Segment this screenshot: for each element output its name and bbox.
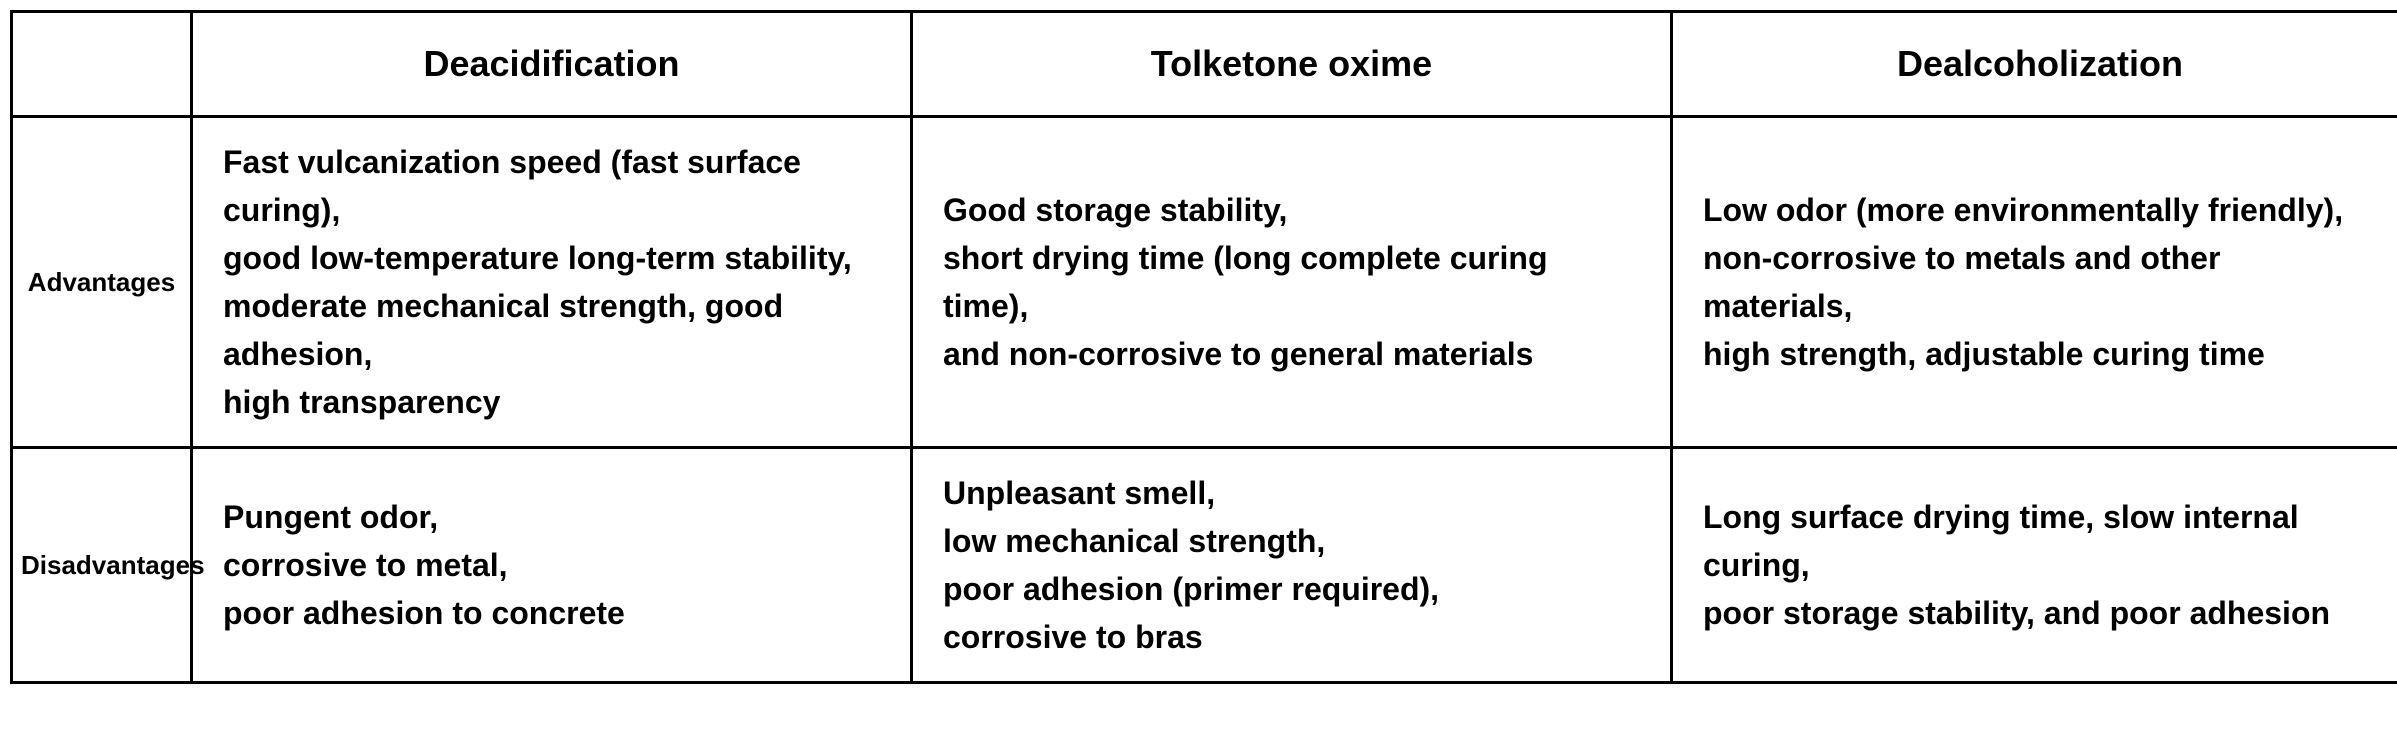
cell-disadvantages-deacidification: Pungent odor, corrosive to metal, poor a… <box>192 448 912 683</box>
comparison-table: Deacidification Tolketone oxime Dealcoho… <box>10 10 2397 684</box>
table-header-row: Deacidification Tolketone oxime Dealcoho… <box>12 12 2397 117</box>
row-header-disadvantages: Disadvantages <box>12 448 192 683</box>
col-header-deacidification: Deacidification <box>192 12 912 117</box>
cell-advantages-tolketone: Good storage stability, short drying tim… <box>912 117 1672 448</box>
cell-advantages-deacidification: Fast vulcanization speed (fast surface c… <box>192 117 912 448</box>
cell-disadvantages-dealcoholization: Long surface drying time, slow internal … <box>1672 448 2397 683</box>
table-row: Disadvantages Pungent odor, corrosive to… <box>12 448 2397 683</box>
col-header-dealcoholization: Dealcoholization <box>1672 12 2397 117</box>
col-header-tolketone: Tolketone oxime <box>912 12 1672 117</box>
corner-cell <box>12 12 192 117</box>
cell-advantages-dealcoholization: Low odor (more environmentally friendly)… <box>1672 117 2397 448</box>
row-header-advantages: Advantages <box>12 117 192 448</box>
table-row: Advantages Fast vulcanization speed (fas… <box>12 117 2397 448</box>
cell-disadvantages-tolketone: Unpleasant smell, low mechanical strengt… <box>912 448 1672 683</box>
